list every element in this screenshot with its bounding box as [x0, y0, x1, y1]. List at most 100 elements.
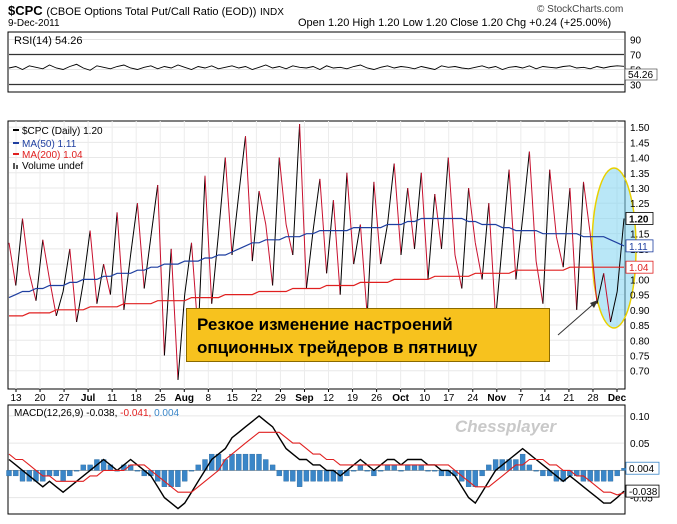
price-segment: [116, 212, 125, 310]
x-tick-label: 24: [467, 393, 479, 404]
macd-histogram-bar: [6, 470, 12, 477]
price-segment: [42, 239, 50, 280]
x-tick-label: 15: [227, 393, 239, 404]
macd-histogram-bar: [533, 470, 539, 472]
price-last-box: [625, 260, 654, 274]
macd-histogram-bar: [229, 453, 235, 471]
price-segment: [447, 157, 456, 256]
rsi-last-label: 54.26: [628, 70, 653, 81]
rsi-grid: [9, 39, 624, 86]
x-tick-label: Sep: [295, 393, 313, 404]
x-tick-label: 12: [323, 393, 335, 404]
chart-date: 9-Dec-2011: [8, 18, 60, 29]
price-segment: [339, 172, 348, 295]
price-segment: [461, 187, 470, 289]
macd-histogram-bar: [351, 470, 357, 472]
macd-histogram-bar: [283, 470, 289, 482]
x-tick-label: 11: [107, 393, 118, 404]
symbol-title: $CPC (CBOE Options Total Put/Call Ratio …: [8, 3, 284, 18]
price-y-tick-label: 0.70: [630, 367, 650, 378]
price-segment: [184, 242, 192, 295]
x-tick-label: 19: [347, 393, 359, 404]
price-segment: [28, 273, 37, 301]
price-segment: [123, 254, 132, 310]
price-segment: [251, 190, 260, 262]
macd-histogram-bar: [486, 464, 492, 471]
macd-y-tick-label: 0.10: [630, 412, 650, 423]
rsi-panel: 90705030 RSI(14) 54.26 54.26: [7, 31, 658, 93]
price-segment: [238, 136, 246, 195]
macd-histogram-bar: [195, 464, 201, 471]
macd-histogram-bar: [53, 470, 59, 477]
price-segment: [89, 230, 98, 304]
price-segment: [616, 218, 625, 292]
macd-histogram-bar: [303, 470, 310, 482]
macd-histogram-bar: [73, 470, 80, 472]
price-segment: [481, 203, 490, 280]
callout-line-1: Резкое изменение настроений: [197, 315, 453, 334]
price-segment: [312, 178, 321, 231]
macd-histogram-bar: [242, 453, 249, 471]
price-segment: [508, 169, 517, 280]
price-segment: [231, 194, 240, 256]
price-segment: [501, 169, 510, 243]
macd-legend-main: MACD(12,26,9) -0.038,: [14, 408, 120, 419]
macd-histogram-bar: [465, 470, 472, 487]
price-segment: [170, 248, 179, 380]
macd-histogram-bar: [134, 470, 141, 472]
price-segment: [285, 224, 294, 256]
macd-histogram-bar: [540, 470, 546, 477]
macd-histogram-bar: [418, 464, 424, 471]
rsi-legend-label: RSI(14): [14, 35, 52, 47]
macd-last-label: -0.038: [629, 487, 658, 498]
callout-arrowhead: [590, 300, 598, 308]
macd-histogram-bar: [519, 453, 526, 471]
price-segment: [299, 123, 307, 289]
price-segment: [576, 181, 584, 310]
macd-histogram-bar: [323, 470, 330, 482]
price-segment: [204, 175, 213, 304]
legend-swatch-volume-b: [16, 165, 18, 169]
x-tick-label: 13: [10, 393, 22, 404]
x-tick-label: 21: [563, 393, 575, 404]
x-tick-label: 17: [443, 393, 455, 404]
price-segment: [528, 151, 537, 262]
price-segment: [542, 169, 551, 304]
price-segment: [130, 203, 138, 256]
macd-histogram-bar: [290, 470, 296, 482]
price-segment: [177, 294, 186, 380]
price-segment: [495, 242, 503, 320]
x-tick-label: 10: [419, 393, 431, 404]
x-tick-label: Oct: [392, 393, 409, 404]
macd-histogram-bar: [188, 470, 195, 472]
price-segment: [96, 264, 105, 304]
price-segment: [596, 273, 605, 304]
macd-histogram-bar: [13, 470, 19, 477]
price-segment: [197, 175, 206, 335]
price-segment: [583, 181, 591, 234]
rsi-last-box: [624, 68, 658, 81]
macd-last-box: [625, 484, 660, 498]
price-y-tick-label: 1.25: [630, 199, 650, 210]
price-segment: [326, 200, 334, 274]
price-segment: [414, 172, 422, 249]
macd-histogram-bar: [317, 470, 323, 482]
price-segment: [143, 236, 152, 289]
price-segment: [488, 203, 497, 320]
macd-signal-line: [8, 431, 625, 496]
x-tick-label: 28: [587, 393, 599, 404]
price-segment: [589, 233, 598, 304]
price-segment: [292, 123, 301, 256]
price-segment: [468, 187, 476, 243]
rsi-y-tick-label: 30: [630, 81, 642, 92]
price-y-tick-label: 1.50: [630, 123, 650, 134]
macd-histogram-bar: [182, 470, 188, 482]
price-segment: [434, 194, 442, 249]
macd-histogram-bar: [60, 470, 66, 482]
price-segment: [265, 224, 274, 286]
macd-histogram-bar: [222, 459, 228, 471]
price-segment: [103, 263, 111, 295]
macd-histogram-bar: [249, 453, 255, 471]
